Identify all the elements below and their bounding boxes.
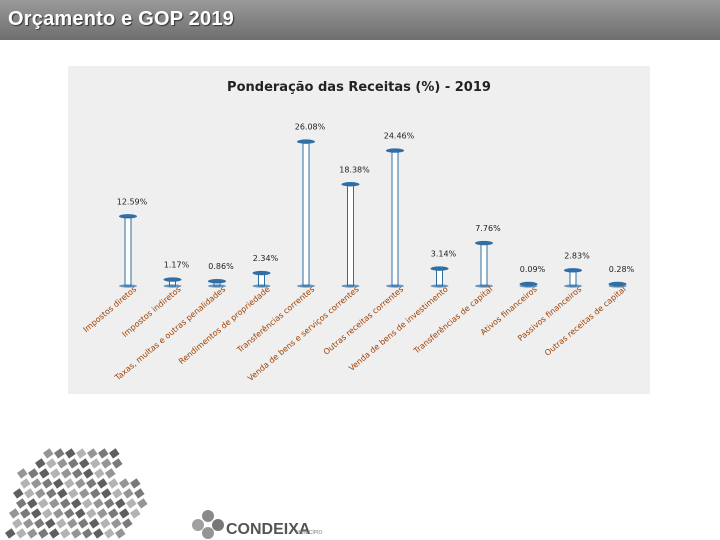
- value-label: 24.46%: [384, 132, 415, 141]
- category-label: Rendimentos de propriedade: [177, 285, 272, 367]
- bar-chart: Ponderação das Receitas (%) - 2019 12.59…: [81, 80, 635, 383]
- chart-title: Ponderação das Receitas (%) - 2019: [227, 80, 491, 95]
- value-label: 26.08%: [295, 123, 326, 132]
- bar-venda-de-bens-e-servicos-correntes: [341, 182, 360, 288]
- bar-outras-receitas-de-capital: [608, 281, 627, 288]
- value-labels-group: 12.59% 1.17% 0.86% 2.34% 26.08% 18.38% 24.46% 3…: [117, 123, 635, 274]
- footer-logo: CONDEIXA MUNICÍPIO: [5, 448, 323, 539]
- logo-suffix: MUNICÍPIO: [296, 529, 323, 536]
- value-label: 2.34%: [253, 254, 279, 263]
- value-label: 0.86%: [208, 262, 234, 271]
- bar-passivos-financeiros: [564, 268, 582, 288]
- value-label: 0.28%: [609, 265, 635, 274]
- value-label: 7.76%: [475, 224, 501, 233]
- bar-transferencias-de-capital: [475, 240, 493, 288]
- bars-group: [119, 139, 627, 288]
- value-label: 3.14%: [431, 250, 457, 259]
- condeixa-emblem-icon: [192, 510, 224, 539]
- bar-impostos-diretos: [119, 214, 137, 288]
- chart-panel: Ponderação das Receitas (%) - 2019 12.59…: [68, 66, 650, 394]
- value-label: 1.17%: [164, 261, 190, 270]
- slide-title: Orçamento e GOP 2019: [8, 8, 234, 30]
- category-label: Outras receitas correntes: [322, 285, 406, 357]
- category-label: Transferências correntes: [234, 284, 316, 355]
- bar-transferencias-correntes: [297, 139, 315, 288]
- bar-impostos-indiretos: [163, 277, 182, 288]
- bar-taxas-multas-e-outras-penalidades: [208, 279, 226, 288]
- value-label: 18.38%: [339, 165, 370, 174]
- bar-venda-de-bens-de-investimento: [430, 266, 449, 288]
- value-label: 2.83%: [564, 251, 590, 260]
- value-label: 0.09%: [520, 265, 546, 274]
- logo-name: CONDEIXA: [226, 521, 311, 538]
- title-bar: Orçamento e GOP 2019: [0, 0, 720, 40]
- mosaic-decoration: [5, 448, 148, 539]
- category-label: Transferências de capital: [411, 284, 495, 356]
- value-label: 12.59%: [117, 197, 148, 206]
- category-label: Outras receitas de capital: [543, 285, 628, 358]
- bar-outras-receitas-correntes: [386, 148, 404, 288]
- bar-rendimentos-de-propriedade: [252, 270, 271, 288]
- bar-ativos-financeiros: [519, 281, 538, 288]
